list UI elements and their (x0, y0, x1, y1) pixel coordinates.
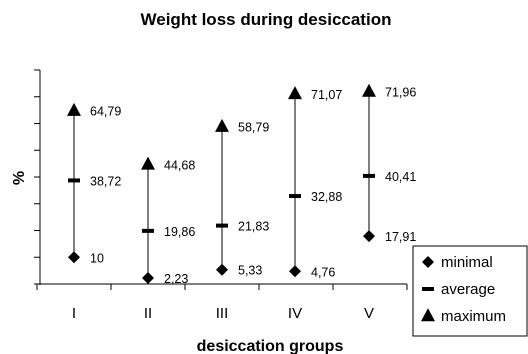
min-point (216, 263, 228, 276)
min-label: 10 (90, 251, 104, 265)
x-axis-label: desiccation groups (197, 338, 344, 354)
legend: minimal average maximum (412, 245, 528, 337)
min-point (363, 230, 375, 243)
avg-point (216, 223, 228, 228)
y-axis-label: % (11, 171, 28, 185)
x-tick-label: IV (288, 305, 302, 322)
avg-label: 38,72 (90, 174, 121, 188)
max-point (215, 118, 229, 132)
avg-label: 19,86 (164, 225, 195, 239)
legend-dash-icon (422, 287, 434, 291)
max-label: 58,79 (238, 121, 269, 135)
avg-point (68, 178, 80, 183)
max-label: 71,96 (385, 86, 416, 100)
x-tick-label: I (72, 305, 76, 322)
avg-label: 21,83 (238, 220, 269, 234)
x-tick-label: V (364, 305, 374, 322)
max-label: 64,79 (90, 105, 121, 119)
x-tick-label: II (144, 305, 152, 322)
min-point (68, 251, 80, 264)
x-tick-label: III (216, 305, 229, 322)
max-point (141, 156, 155, 170)
avg-label: 40,41 (385, 170, 416, 184)
legend-label: minimal (441, 254, 493, 271)
min-label: 4,76 (311, 265, 335, 279)
avg-point (142, 228, 154, 233)
legend-triangle-icon (421, 308, 435, 322)
max-label: 44,68 (164, 158, 195, 172)
legend-label: maximum (441, 308, 506, 325)
avg-point (289, 194, 301, 199)
max-point (288, 86, 302, 100)
min-label: 5,33 (238, 264, 262, 278)
avg-label: 32,88 (311, 190, 342, 204)
legend-label: average (441, 281, 495, 298)
max-point (67, 102, 81, 116)
max-point (362, 83, 376, 97)
min-label: 17,91 (385, 230, 416, 244)
max-label: 71,07 (311, 88, 342, 102)
min-point (289, 265, 301, 278)
min-point (142, 272, 154, 285)
min-label: 2,23 (164, 272, 188, 286)
legend-diamond-icon (422, 256, 434, 268)
avg-point (363, 173, 375, 178)
chart-title: Weight loss during desiccation (141, 10, 392, 29)
